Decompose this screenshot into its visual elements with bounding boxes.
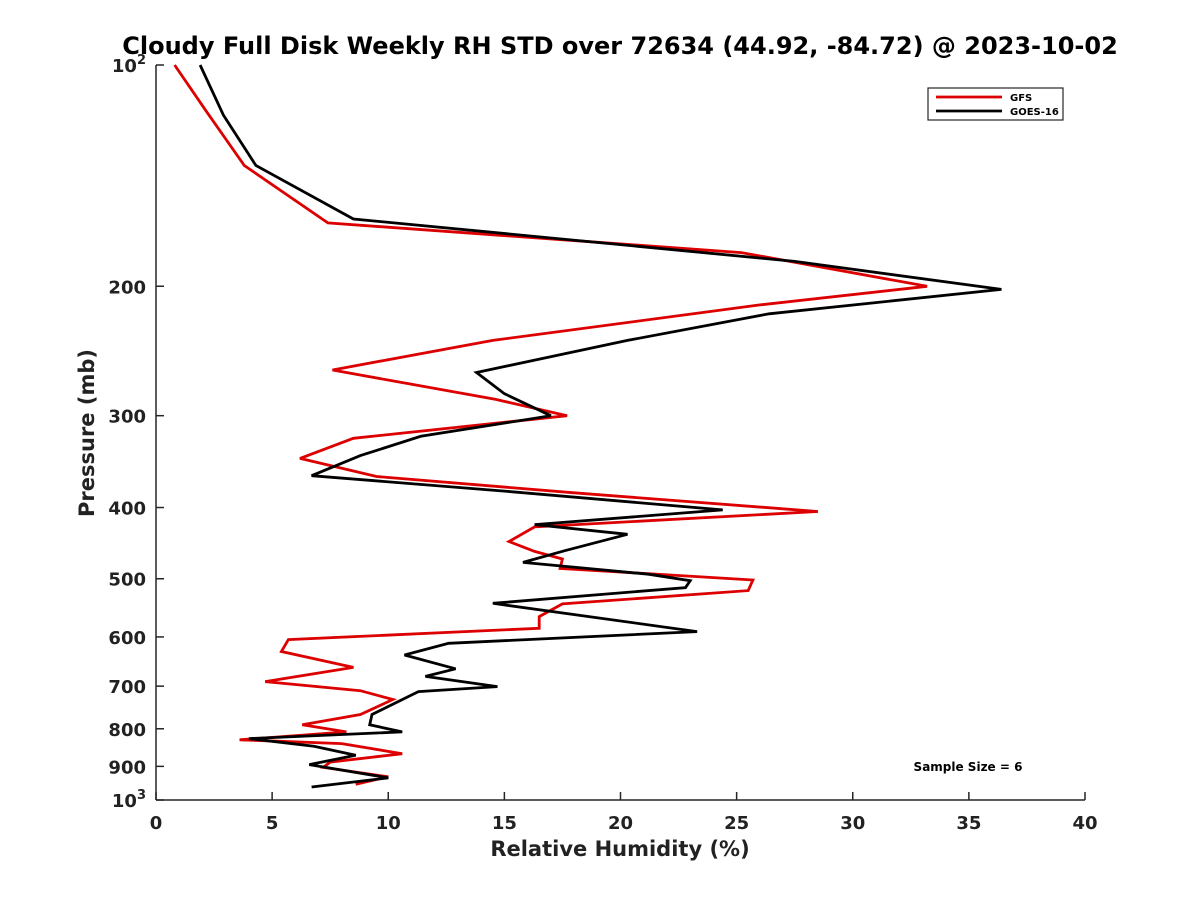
x-tick-label: 25 (724, 813, 749, 834)
x-tick-label: 30 (840, 813, 865, 834)
x-tick-label: 5 (266, 813, 279, 834)
y-tick-label: 102 (112, 53, 146, 77)
legend: GFS GOES-16 (927, 87, 1064, 121)
legend-entry-label: GFS (1010, 93, 1032, 104)
x-tick-label: 10 (376, 813, 401, 834)
x-tick-label: 40 (1072, 813, 1097, 834)
y-tick-label: 600 (108, 628, 146, 649)
y-tick-label: 200 (108, 277, 146, 298)
x-tick-label: 35 (956, 813, 981, 834)
series-lines (173, 64, 1002, 789)
y-tick-label: 800 (108, 720, 146, 741)
y-tick-label: 900 (108, 757, 146, 778)
x-tick-label: 20 (608, 813, 633, 834)
sample-size-annotation: Sample Size = 6 (914, 760, 1023, 774)
y-tick-label: 300 (108, 407, 146, 428)
y-tick-label: 700 (108, 677, 146, 698)
y-tick-label: 400 (108, 499, 146, 520)
y-tick-label: 500 (108, 570, 146, 591)
axes: 0 5 10 15 20 25 30 35 40 102 200 300 400 500 600 700 800… (108, 53, 1097, 834)
x-tick-label: 0 (150, 813, 163, 834)
x-axis-label: Relative Humidity (%) (490, 837, 749, 861)
chart-title: Cloudy Full Disk Weekly RH STD over 7263… (122, 32, 1118, 60)
legend-box (927, 87, 1064, 121)
y-axis-label: Pressure (mb) (75, 349, 99, 517)
series-line-goes-16 (198, 64, 1002, 789)
legend-entry-label: GOES-16 (1010, 107, 1059, 118)
y-tick-label: 103 (112, 788, 146, 812)
x-tick-label: 15 (492, 813, 517, 834)
series-line-gfs (173, 64, 928, 786)
